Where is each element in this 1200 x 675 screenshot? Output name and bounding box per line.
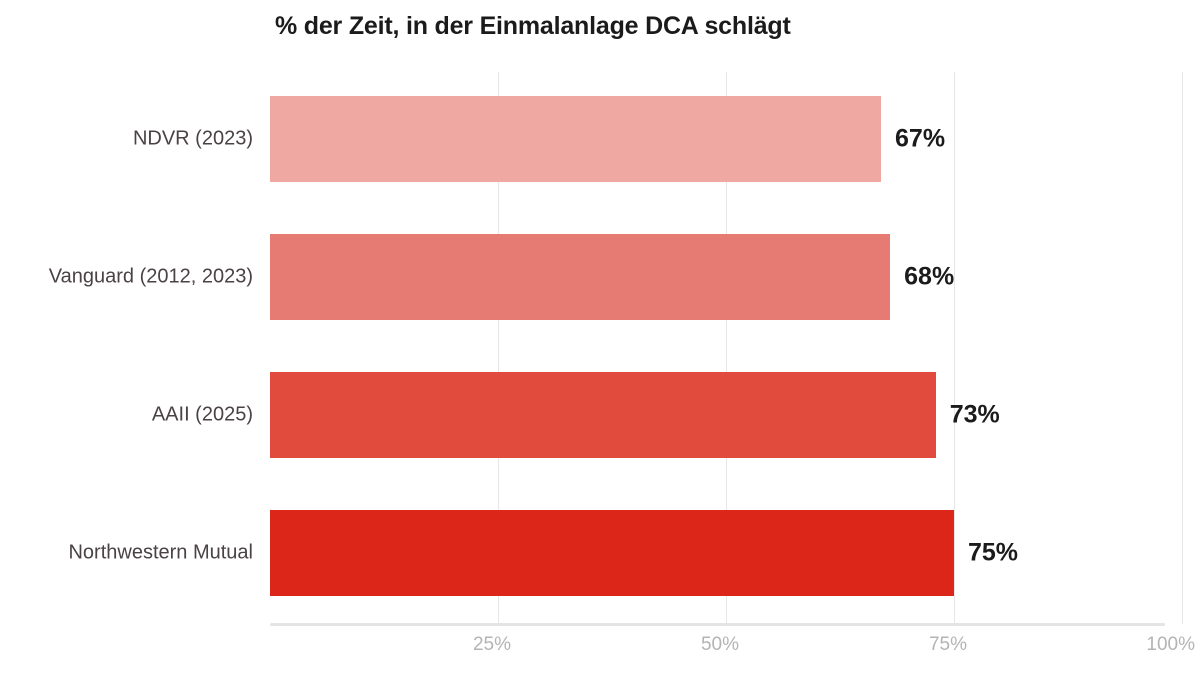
bar[interactable] bbox=[270, 234, 891, 320]
bar-value-label: 73% bbox=[949, 400, 1000, 429]
category-label: Vanguard (2012, 2023) bbox=[48, 265, 253, 288]
gridline-75 bbox=[954, 72, 955, 624]
category-label: NDVR (2023) bbox=[132, 127, 253, 150]
category-label: AAII (2025) bbox=[151, 403, 253, 426]
gridline-100 bbox=[1182, 72, 1183, 624]
x-tick-label: 75% bbox=[928, 634, 967, 655]
bar-row: 68% bbox=[270, 234, 1182, 320]
x-axis-line bbox=[270, 623, 1165, 626]
bar-row: 75% bbox=[270, 510, 1182, 596]
category-label: Northwestern Mutual bbox=[68, 541, 253, 564]
bar-value-label: 75% bbox=[968, 538, 1019, 567]
bar-value-label: 67% bbox=[895, 124, 946, 153]
x-tick-label: 50% bbox=[700, 634, 739, 655]
gridline-50 bbox=[726, 72, 727, 624]
bar[interactable] bbox=[270, 96, 882, 182]
bar[interactable] bbox=[270, 372, 936, 458]
chart-title: % der Zeit, in der Einmalanlage DCA schl… bbox=[275, 12, 791, 40]
bar[interactable] bbox=[270, 510, 954, 596]
bar-row: 67% bbox=[270, 96, 1182, 182]
x-axis-tick-labels: 25% 50% 75% 100% bbox=[0, 634, 1200, 666]
plot-area: 67% 68% 73% 75% bbox=[270, 72, 1183, 624]
gridline-25 bbox=[498, 72, 499, 624]
category-axis: NDVR (2023) Vanguard (2012, 2023) AAII (20… bbox=[0, 72, 253, 624]
bar-row: 73% bbox=[270, 372, 1182, 458]
x-tick-label: 100% bbox=[1146, 634, 1195, 655]
x-tick-label: 25% bbox=[472, 634, 511, 655]
bar-value-label: 68% bbox=[904, 262, 955, 291]
